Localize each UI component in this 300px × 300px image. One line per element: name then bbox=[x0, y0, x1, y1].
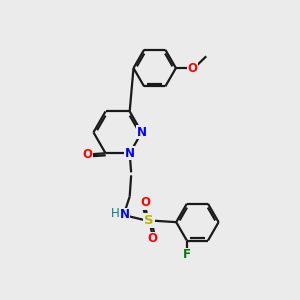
Text: S: S bbox=[144, 214, 154, 227]
Text: O: O bbox=[147, 232, 158, 245]
Text: N: N bbox=[120, 208, 130, 221]
Text: F: F bbox=[183, 248, 191, 261]
Text: O: O bbox=[82, 148, 92, 161]
Text: O: O bbox=[187, 61, 197, 75]
Text: N: N bbox=[137, 126, 147, 139]
Text: O: O bbox=[140, 196, 150, 209]
Text: H: H bbox=[111, 207, 120, 220]
Text: N: N bbox=[125, 147, 135, 160]
